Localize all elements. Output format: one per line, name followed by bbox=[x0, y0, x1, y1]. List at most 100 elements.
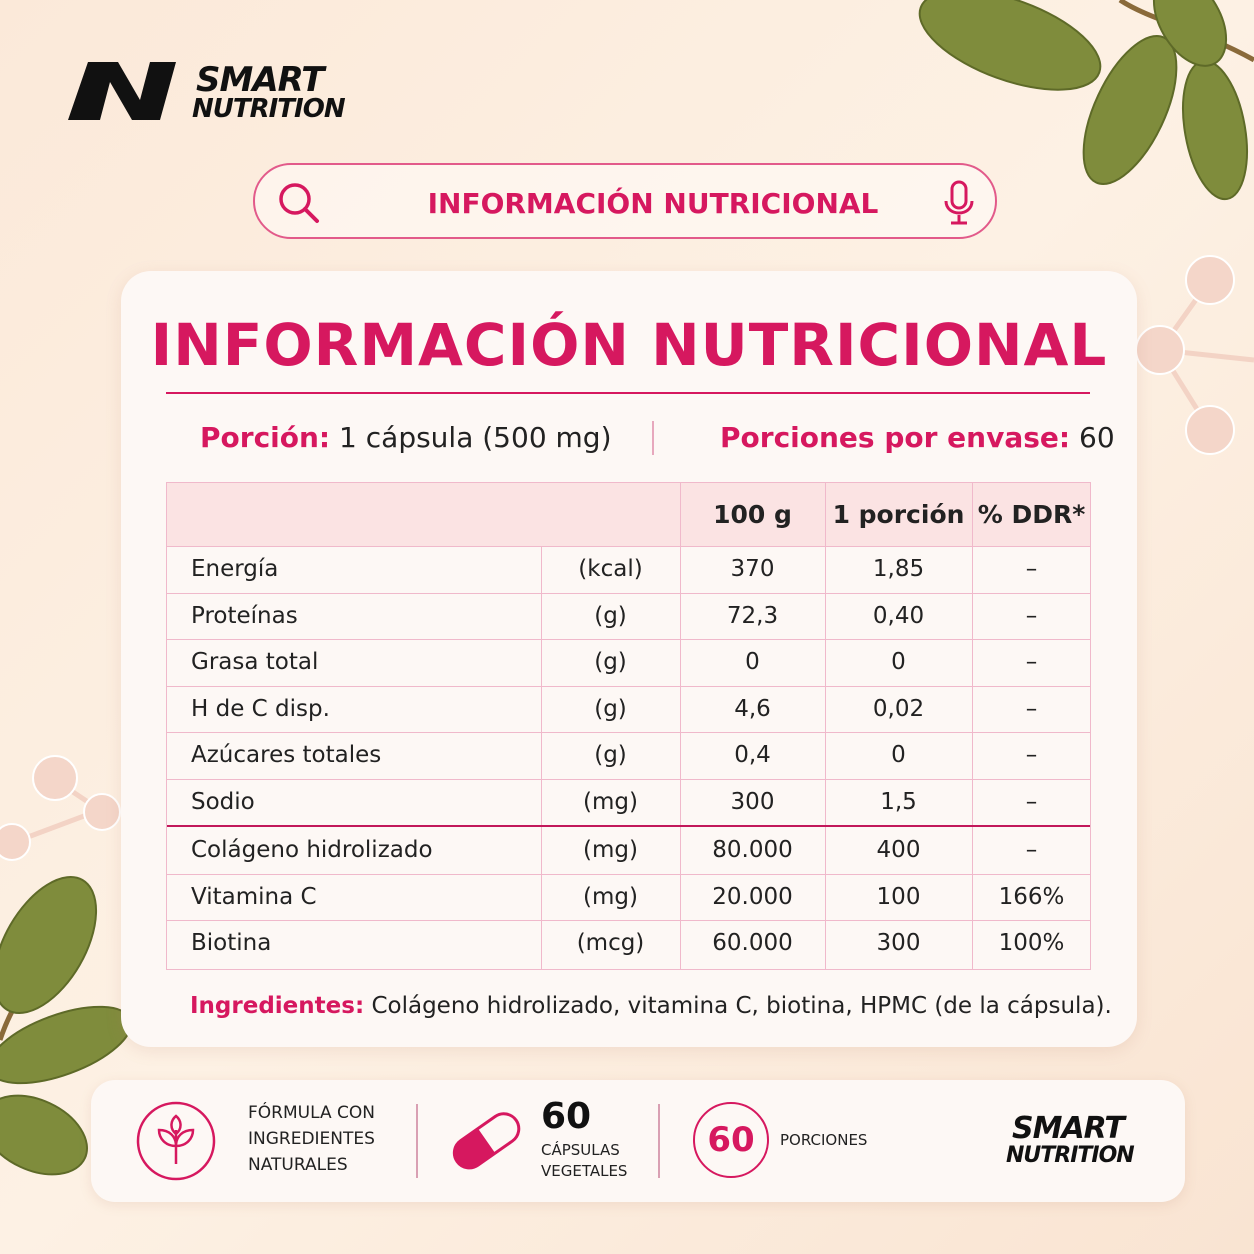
table-cell: – bbox=[1025, 742, 1038, 769]
table-cell: (mg) bbox=[583, 837, 638, 864]
ingredients-label: Ingredientes: bbox=[190, 993, 365, 1019]
column-line bbox=[972, 483, 973, 969]
table-cell: (mg) bbox=[583, 883, 638, 910]
table-cell: Energía bbox=[191, 556, 279, 583]
footer: FÓRMULA CON INGREDIENTES NATURALES 60 CÁ… bbox=[91, 1080, 1185, 1202]
divider bbox=[658, 1104, 660, 1178]
ingredients: Ingredientes: Colágeno hidrolizado, vita… bbox=[190, 993, 1112, 1019]
section-line bbox=[167, 825, 1090, 827]
title-rule bbox=[166, 392, 1090, 394]
row-line bbox=[167, 873, 1090, 875]
feature2-line: CÁPSULAS bbox=[541, 1141, 620, 1159]
table-cell: 1,5 bbox=[880, 788, 917, 815]
table-cell: 72,3 bbox=[726, 602, 779, 629]
servings-per-value: 60 bbox=[1079, 421, 1115, 454]
feature1-line: FÓRMULA CON bbox=[248, 1103, 375, 1123]
card-title: INFORMACIÓN NUTRICIONAL bbox=[150, 311, 1108, 379]
table-cell: Proteínas bbox=[191, 602, 298, 629]
column-line bbox=[541, 546, 542, 969]
leaf-icon bbox=[136, 1101, 216, 1181]
servings-per-label: Porciones por envase: bbox=[720, 421, 1071, 454]
table-cell: 300 bbox=[730, 788, 775, 815]
table-cell: H de C disp. bbox=[191, 695, 330, 722]
ingredients-text: Colágeno hidrolizado, vitamina C, biotin… bbox=[371, 993, 1112, 1019]
search-bar[interactable]: INFORMACIÓN NUTRICIONAL bbox=[253, 163, 997, 239]
table-cell: 4,6 bbox=[734, 695, 771, 722]
header-cell: 1 porción bbox=[832, 500, 965, 529]
table-cell: 100 bbox=[876, 883, 921, 910]
column-line bbox=[825, 483, 826, 969]
capsule-icon bbox=[452, 1112, 521, 1170]
feature2-line: VEGETALES bbox=[541, 1162, 628, 1180]
table-cell: (g) bbox=[594, 602, 627, 629]
row-line bbox=[167, 592, 1090, 594]
row-line bbox=[167, 546, 1090, 547]
table-cell: 300 bbox=[876, 930, 921, 957]
table-cell: Vitamina C bbox=[191, 883, 317, 910]
serving-label: Porción: bbox=[200, 421, 331, 454]
brand-line2: NUTRITION bbox=[192, 94, 346, 124]
divider bbox=[652, 421, 654, 455]
table-cell: 80.000 bbox=[712, 837, 793, 864]
serving: Porción: 1 cápsula (500 mg) bbox=[200, 421, 612, 454]
row-line bbox=[167, 920, 1090, 921]
table-cell: Biotina bbox=[191, 930, 272, 957]
row-line bbox=[167, 639, 1090, 640]
nutrition-table: 100 g 1 porción % DDR* Energía (kcal) 370 1,85… bbox=[166, 482, 1091, 970]
header-bg bbox=[167, 483, 1090, 546]
feature3-number: 60 bbox=[693, 1102, 769, 1178]
table-cell: 370 bbox=[730, 556, 775, 583]
row-line bbox=[167, 685, 1090, 687]
table-cell: 1,85 bbox=[872, 556, 925, 583]
table-cell: – bbox=[1025, 602, 1038, 629]
table-cell: 166% bbox=[998, 883, 1065, 910]
feature1-line: INGREDIENTES bbox=[248, 1129, 375, 1149]
table-cell: 20.000 bbox=[712, 883, 793, 910]
table-cell: (mg) bbox=[583, 788, 638, 815]
divider bbox=[416, 1104, 418, 1178]
table-cell: – bbox=[1025, 837, 1038, 864]
table-cell: 0,4 bbox=[734, 742, 771, 769]
brand-line1: SMART bbox=[196, 60, 324, 100]
footer-brand-line2: NUTRITION bbox=[1006, 1143, 1135, 1168]
table-cell: 0 bbox=[745, 649, 760, 676]
feature1: FÓRMULA CON INGREDIENTES NATURALES bbox=[248, 1100, 375, 1178]
table-cell: 0,40 bbox=[872, 602, 925, 629]
table-cell: (g) bbox=[594, 742, 627, 769]
table-cell: 400 bbox=[876, 837, 921, 864]
table-cell: (g) bbox=[594, 695, 627, 722]
table-cell: Sodio bbox=[191, 788, 255, 815]
search-text: INFORMACIÓN NUTRICIONAL bbox=[427, 187, 879, 220]
header-cell: 100 g bbox=[713, 500, 792, 529]
table-cell: – bbox=[1025, 556, 1038, 583]
table-cell: – bbox=[1025, 788, 1038, 815]
table-cell: 100% bbox=[998, 930, 1065, 957]
feature2: CÁPSULAS VEGETALES bbox=[541, 1140, 627, 1182]
nutrition-card: INFORMACIÓN NUTRICIONAL Porción: 1 cápsu… bbox=[121, 271, 1137, 1047]
table-cell: 0 bbox=[891, 649, 906, 676]
row-line bbox=[167, 778, 1090, 780]
row-line bbox=[167, 732, 1090, 733]
table-cell: 60.000 bbox=[712, 930, 793, 957]
serving-value: 1 cápsula (500 mg) bbox=[339, 421, 612, 454]
table-cell: (kcal) bbox=[578, 556, 643, 583]
table-cell: 0,02 bbox=[872, 695, 925, 722]
table-cell: Azúcares totales bbox=[191, 742, 382, 769]
header-cell: % DDR* bbox=[977, 500, 1086, 529]
table-cell: – bbox=[1025, 695, 1038, 722]
mic-icon[interactable] bbox=[941, 179, 977, 227]
search-icon bbox=[279, 183, 319, 223]
table-cell: Colágeno hidrolizado bbox=[191, 837, 433, 864]
column-line bbox=[680, 483, 681, 969]
servings-per: Porciones por envase: 60 bbox=[720, 421, 1115, 454]
feature2-number: 60 bbox=[541, 1096, 592, 1137]
footer-brand-line1: SMART bbox=[1012, 1111, 1125, 1146]
table-cell: (mcg) bbox=[576, 930, 645, 957]
table-cell: (g) bbox=[594, 649, 627, 676]
table-cell: 0 bbox=[891, 742, 906, 769]
table-cell: – bbox=[1025, 649, 1038, 676]
feature3-text: PORCIONES bbox=[780, 1131, 868, 1149]
feature1-line: NATURALES bbox=[248, 1155, 348, 1175]
